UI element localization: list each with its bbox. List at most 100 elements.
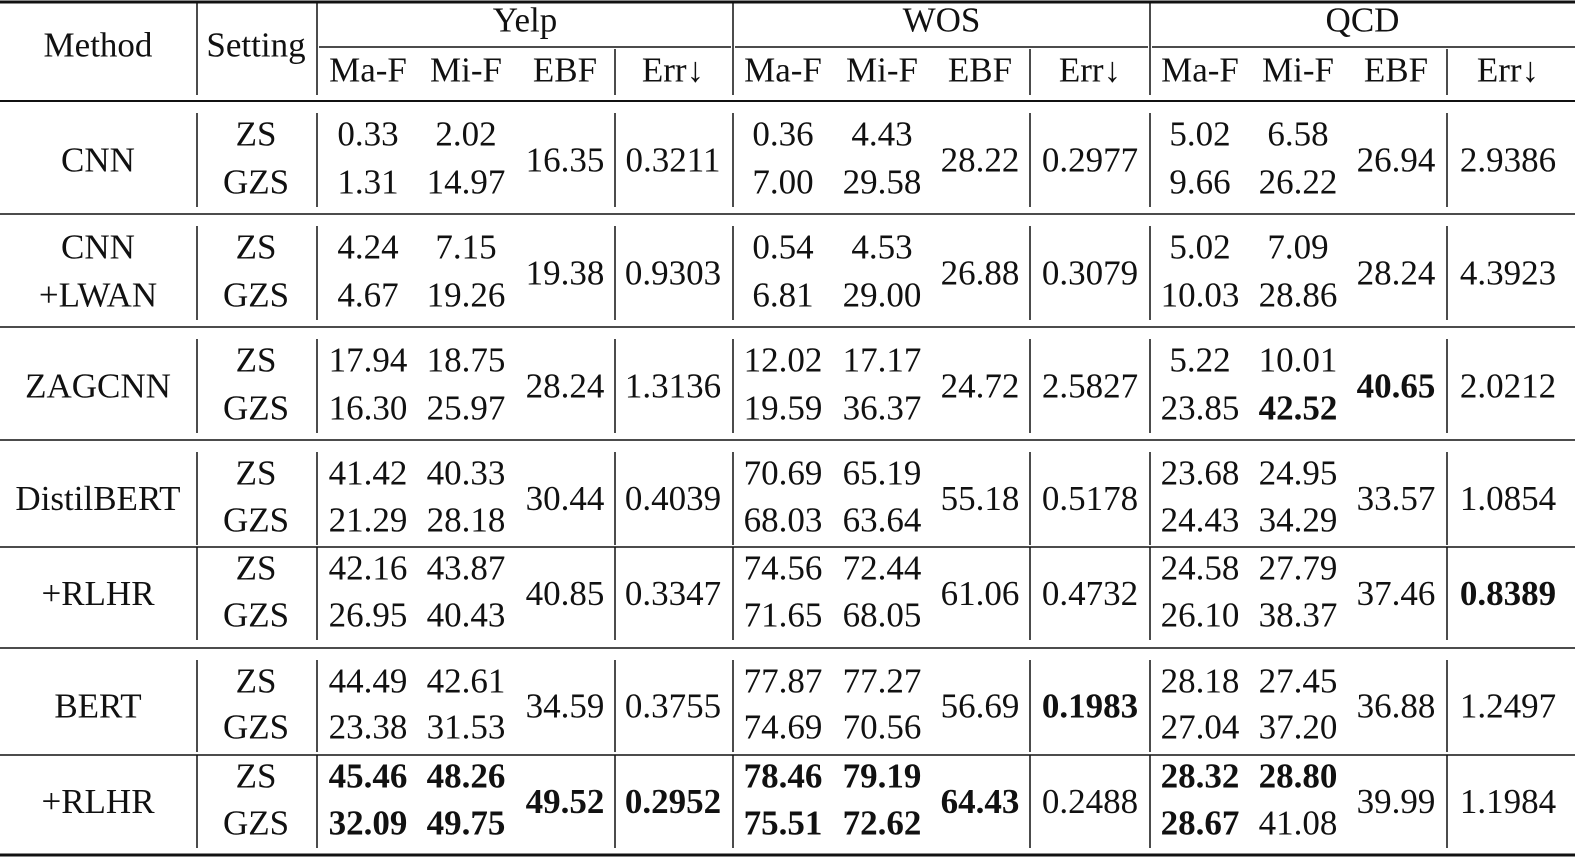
metric-header: Err↓ [1059,51,1121,90]
method-name: +RLHR [41,574,155,613]
cell: 7.15 [435,228,496,267]
cell: 7.09 [1267,228,1328,267]
setting: ZS [236,549,277,588]
cell: 78.46 [744,757,823,796]
cell: 65.19 [843,454,922,493]
cell: 45.46 [329,757,408,796]
setting: GZS [223,276,289,315]
cell: 29.00 [843,276,922,315]
cell: 0.36 [752,115,813,154]
cell: 17.17 [843,341,922,380]
cell: 25.97 [427,389,506,428]
metric-header: Mi-F [430,51,502,90]
cell: 1.1984 [1460,782,1556,821]
metric-header: Mi-F [1262,51,1334,90]
setting: ZS [236,454,277,493]
cell: 18.75 [427,341,506,380]
cell: 0.2952 [625,782,721,821]
cell: 23.85 [1161,389,1240,428]
cell: 26.94 [1357,141,1436,180]
cell: 40.85 [526,574,605,613]
cell: 24.58 [1161,549,1240,588]
cell: 26.95 [329,596,408,635]
cell: 1.0854 [1460,479,1556,518]
method-name: CNN [61,141,135,180]
cell: 38.37 [1259,596,1338,635]
setting: GZS [223,389,289,428]
cell: 40.33 [427,454,506,493]
cell: 24.72 [941,367,1020,406]
cell: 2.02 [435,115,496,154]
cell: 4.67 [337,276,398,315]
cell: 32.09 [329,804,408,843]
cell: 79.19 [843,757,922,796]
cell: 71.65 [744,596,823,635]
cell: 27.45 [1259,662,1338,701]
cell: 64.43 [941,782,1020,821]
metric-header: Err↓ [1477,51,1539,90]
cell: 72.62 [843,804,922,843]
cell: 23.38 [329,708,408,747]
cell: 28.18 [1161,662,1240,701]
cell: 19.59 [744,389,823,428]
cell: 0.5178 [1042,479,1138,518]
metric-header: Ma-F [1161,51,1239,90]
cell: 24.43 [1161,501,1240,540]
cell: 0.9303 [625,254,721,293]
cell: 28.67 [1161,804,1240,843]
cell: 0.3079 [1042,254,1138,293]
cell: 19.38 [526,254,605,293]
metric-header: EBF [533,51,597,90]
cell: 0.3347 [625,574,721,613]
metric-header: Ma-F [329,51,407,90]
cell: 36.88 [1357,687,1436,726]
cell: 68.03 [744,501,823,540]
cell: 4.43 [851,115,912,154]
cell: 61.06 [941,574,1020,613]
setting: GZS [223,163,289,202]
cell: 2.0212 [1460,367,1556,406]
cell: 34.29 [1259,501,1338,540]
cell: 33.57 [1357,479,1436,518]
method-name: +RLHR [41,782,155,821]
cell: 56.69 [941,687,1020,726]
setting: GZS [223,501,289,540]
cell: 24.95 [1259,454,1338,493]
setting: ZS [236,757,277,796]
dataset-header: WOS [903,1,981,40]
cell: 29.58 [843,163,922,202]
metric-header: EBF [1364,51,1428,90]
cell: 28.86 [1259,276,1338,315]
cell: 4.3923 [1460,254,1556,293]
cell: 6.58 [1267,115,1328,154]
cell: 4.53 [851,228,912,267]
cell: 49.75 [427,804,506,843]
cell: 26.10 [1161,596,1240,635]
cell: 49.52 [526,782,605,821]
header-setting: Setting [206,26,305,65]
cell: 16.30 [329,389,408,428]
cell: 16.35 [526,141,605,180]
cell: 42.16 [329,549,408,588]
cell: 41.08 [1259,804,1338,843]
setting: GZS [223,708,289,747]
cell: 1.2497 [1460,687,1556,726]
cell: 77.27 [843,662,922,701]
method-name: +LWAN [39,276,157,315]
cell: 10.03 [1161,276,1240,315]
cell: 75.51 [744,804,823,843]
method-name: CNN [61,228,135,267]
cell: 70.69 [744,454,823,493]
cell: 74.69 [744,708,823,747]
cell: 68.05 [843,596,922,635]
method-name: DistilBERT [15,479,180,518]
dataset-header: Yelp [493,1,558,40]
metric-header: Ma-F [744,51,822,90]
cell: 5.22 [1169,341,1230,380]
cell: 0.1983 [1042,687,1138,726]
cell: 19.26 [427,276,506,315]
cell: 10.01 [1259,341,1338,380]
cell: 37.46 [1357,574,1436,613]
cell: 0.54 [752,228,813,267]
